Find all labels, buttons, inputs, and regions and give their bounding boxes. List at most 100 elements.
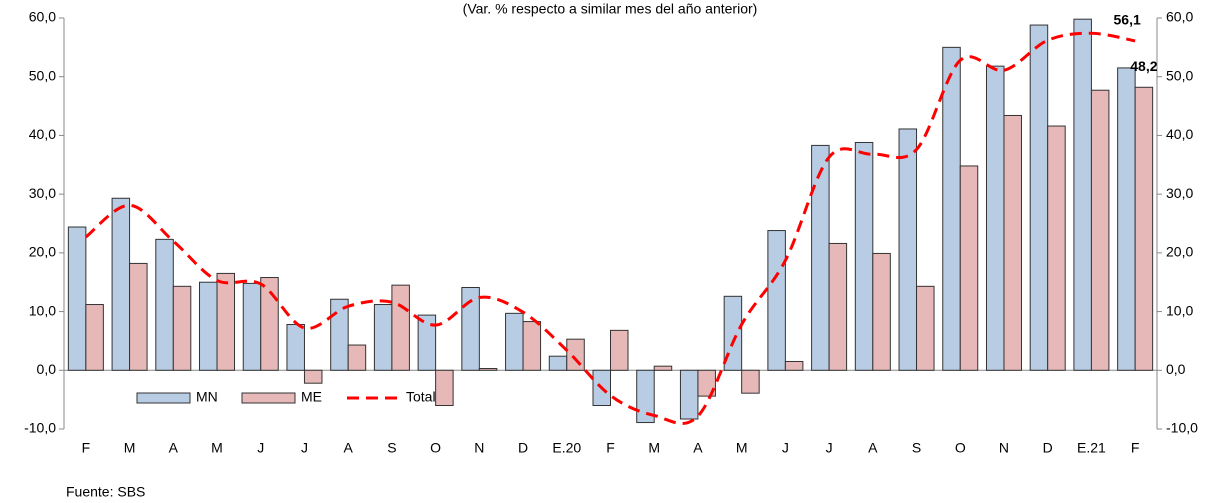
x-tick-label: A [344,440,354,456]
x-tick-label: J [826,440,833,456]
legend-swatch [136,392,191,404]
bar [391,284,410,371]
y2-tick-label: -10,0 [1166,420,1198,436]
y-tick-label: 50,0 [29,67,56,83]
y2-tick-label: 40,0 [1166,126,1193,142]
x-tick-label: D [1043,440,1053,456]
x-tick-label: J [782,440,789,456]
bar [155,238,174,371]
x-tick-label: N [474,440,484,456]
bar [67,226,87,371]
x-tick-label: M [648,440,660,456]
bar [129,262,148,371]
bar [1134,86,1154,371]
bar [872,252,891,371]
bar [1073,18,1092,371]
bar [898,128,918,371]
y-tick-label: 20,0 [29,244,56,260]
bar [697,369,716,397]
bar [741,369,760,394]
x-tick-label: F [1131,440,1140,456]
bar [959,165,979,371]
bar [111,197,131,371]
x-tick-label: J [257,440,264,456]
bar [347,344,367,371]
y2-tick-label: 50,0 [1166,67,1193,83]
y-tick-label: 10,0 [29,302,56,318]
legend-label: Total [406,389,436,405]
bar [461,286,480,371]
bar [303,369,323,384]
x-tick-label: A [169,440,179,456]
bar [610,329,629,371]
legend-label: MN [196,389,218,405]
x-tick-label: E.21 [1077,440,1106,456]
bar [942,46,961,371]
y-tick-label: 40,0 [29,126,56,142]
bar [286,323,305,371]
source-note: Fuente: SBS [66,484,145,500]
y2-tick-label: 60,0 [1166,9,1193,25]
y2-tick-label: 10,0 [1166,302,1193,318]
bar [636,369,655,424]
bar [854,141,874,371]
bar [417,314,437,371]
x-tick-label: S [387,440,396,456]
x-tick-label: J [301,440,308,456]
x-tick-label: O [955,440,966,456]
x-tick-label: A [868,440,878,456]
x-tick-label: N [999,440,1009,456]
bar [373,304,393,371]
bar [679,369,699,420]
x-tick-label: F [82,440,91,456]
bar [1090,89,1110,371]
bar [522,321,542,371]
bar [260,277,279,371]
x-tick-label: M [124,440,136,456]
x-tick-label: M [211,440,223,456]
bar [828,242,848,371]
bar [811,144,830,371]
legend-label: ME [301,389,322,405]
y2-tick-label: 20,0 [1166,244,1193,260]
bar [242,282,262,371]
x-tick-label: E.20 [552,440,581,456]
y-tick-label: 30,0 [29,185,56,201]
chart-subtitle: (Var. % respecto a similar mes del año a… [463,1,758,17]
y2-tick-label: 0,0 [1166,361,1186,377]
bar [784,360,804,371]
x-tick-label: O [430,440,441,456]
bar [1117,67,1136,371]
bar [653,365,673,371]
bar [723,295,743,371]
bar [985,65,1005,371]
x-tick-label: F [606,440,615,456]
bar [916,285,935,371]
bar [478,368,498,371]
bar [172,285,192,371]
y-tick-label: 0,0 [37,361,57,377]
bar [1029,24,1049,371]
x-tick-label: S [912,440,921,456]
x-tick-label: A [693,440,703,456]
bar [216,272,236,371]
data-label: 56,1 [1114,12,1141,28]
x-tick-label: D [518,440,528,456]
y-tick-label: -10,0 [24,420,56,436]
bar [1047,125,1066,371]
legend-swatch [241,392,296,404]
x-tick-label: M [736,440,748,456]
data-label: 48,2 [1130,58,1157,74]
bar [85,304,104,371]
bar [199,281,218,371]
bar [548,355,568,371]
y2-tick-label: 30,0 [1166,185,1193,201]
bar [505,312,524,371]
bar [330,298,349,371]
bar [1003,114,1022,371]
bar [566,338,585,371]
bar [435,369,454,407]
y-tick-label: 60,0 [29,9,56,25]
line [84,31,1136,425]
